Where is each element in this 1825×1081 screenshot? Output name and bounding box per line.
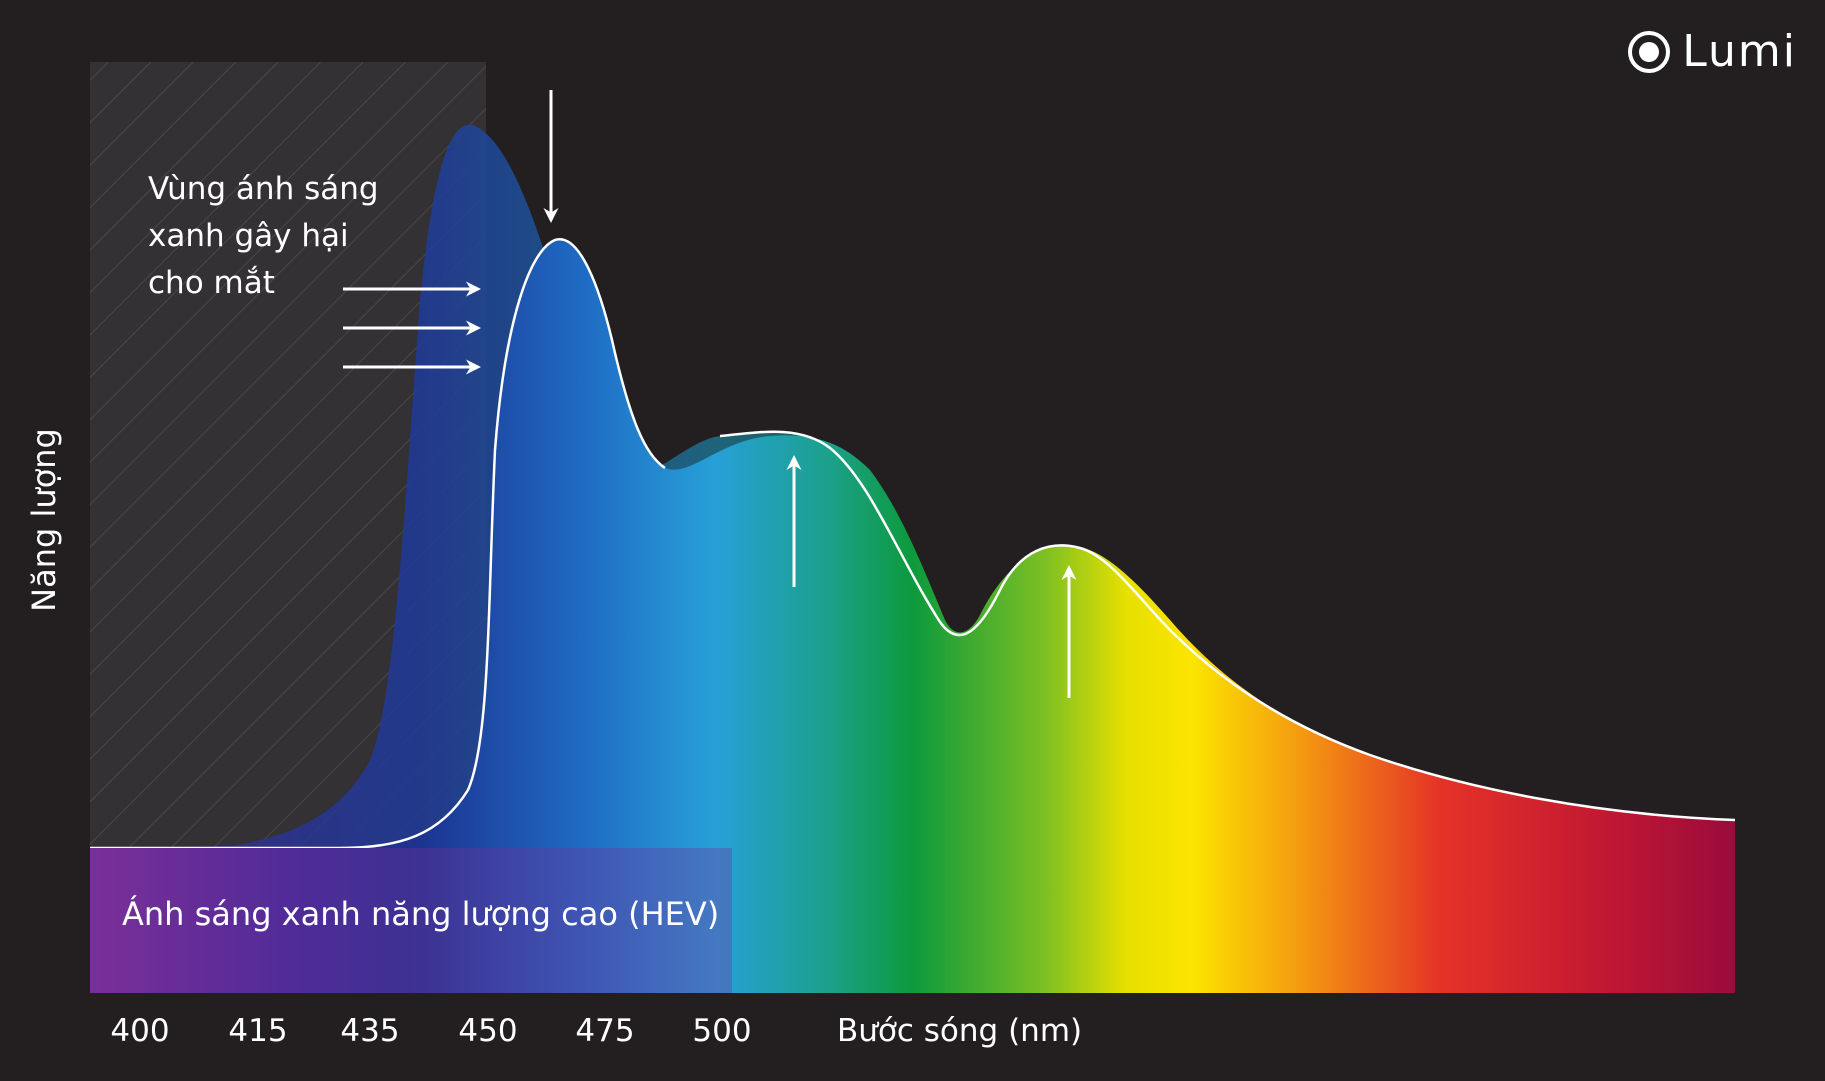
harmful-zone-line: xanh gây hại	[148, 218, 349, 254]
x-tick-label: 435	[340, 1013, 400, 1049]
hev-label: Ánh sáng xanh năng lượng cao (HEV)	[122, 895, 720, 933]
logo: Lumi	[1626, 26, 1797, 77]
x-tick-label: 400	[110, 1013, 170, 1049]
spectrum-band	[90, 848, 1735, 993]
x-tick-label: 500	[692, 1013, 752, 1049]
harmful-zone-label: Vùng ánh sáng xanh gây hại cho mắt	[148, 166, 448, 307]
x-tick-label: 450	[458, 1013, 518, 1049]
series-1-outline	[90, 238, 666, 850]
harmful-zone-line: cho mắt	[148, 265, 275, 301]
x-tick-label: 415	[228, 1013, 288, 1049]
series-2-outline	[719, 430, 1736, 822]
x-axis-title: Bước sóng (nm)	[837, 1013, 1083, 1049]
y-axis-label: Năng lượng	[25, 428, 63, 612]
lumi-logo-icon	[1628, 30, 1671, 73]
hev-band	[90, 848, 732, 993]
logo-text: Lumi	[1682, 26, 1797, 77]
x-tick-label: 475	[575, 1013, 635, 1049]
harmful-zone-line: Vùng ánh sáng	[148, 171, 379, 207]
